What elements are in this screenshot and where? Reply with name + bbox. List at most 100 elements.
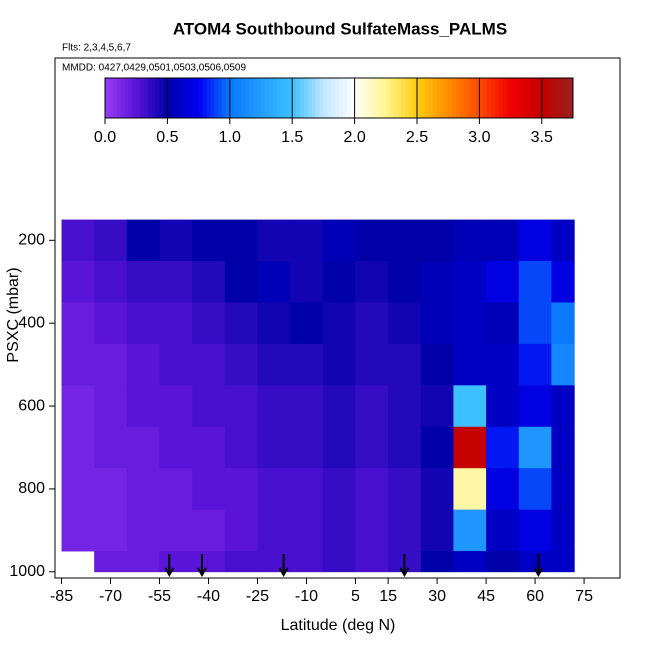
colorbar-swatch [534, 78, 539, 118]
marker-arrow [399, 554, 410, 578]
x-tick-label: 5 [351, 588, 360, 605]
colorbar-swatch [444, 78, 449, 118]
heat-cell [453, 426, 487, 469]
heat-cell [486, 551, 520, 573]
colorbar-swatch [495, 78, 500, 118]
heat-cell [126, 343, 160, 386]
heat-cell [224, 385, 258, 428]
heat-cell [224, 468, 258, 511]
marker-arrow [533, 554, 544, 578]
heat-cell [126, 219, 160, 262]
colorbar-swatch [467, 78, 473, 118]
heat-cell [322, 261, 356, 303]
heat-cell [453, 509, 487, 552]
heat-cell [159, 426, 193, 469]
heat-cell [192, 302, 226, 345]
colorbar-swatch [105, 78, 110, 118]
colorbar-swatch [459, 78, 465, 118]
colorbar-swatch [124, 78, 129, 118]
colorbar-swatch [358, 78, 363, 118]
colorbar-swatch [401, 78, 406, 118]
colorbar-swatch [288, 78, 293, 118]
heat-cell [61, 468, 95, 511]
colorbar-swatch [487, 78, 492, 118]
heat-cell [551, 426, 575, 469]
colorbar-swatch [475, 78, 480, 118]
colorbar-frame [104, 77, 574, 119]
colorbar-swatch [370, 78, 375, 118]
colorbar-swatch [440, 78, 445, 118]
heat-cell [94, 509, 128, 552]
heat-cell [551, 302, 575, 345]
colorbar-swatch [222, 78, 227, 118]
heat-cell [518, 302, 552, 345]
heat-cell [61, 343, 95, 386]
annotation: MMDD: 0427,0429,0501,0503,0506,0509 [62, 63, 246, 74]
heat-cell [322, 509, 356, 552]
colorbar-swatch [518, 78, 523, 118]
colorbar-swatch [530, 78, 535, 118]
colorbar-swatch [272, 78, 278, 118]
heat-cell [126, 385, 160, 428]
colorbar-tick-label: 3.0 [468, 129, 490, 146]
colorbar-swatch [409, 78, 414, 118]
colorbar-swatch [323, 78, 328, 118]
colorbar-swatch [448, 78, 453, 118]
heat-cell [355, 302, 389, 345]
colorbar-swatch [428, 78, 434, 118]
colorbar-swatch [378, 78, 383, 118]
y-axis-label: PSXC (mbar) [5, 267, 22, 362]
x-tick-label: -10 [295, 588, 318, 605]
heat-cell [224, 426, 258, 469]
heat-cell [551, 385, 575, 428]
x-axis-label: Latitude (deg N) [281, 617, 396, 634]
heat-cell [94, 426, 128, 469]
colorbar-swatch [175, 78, 180, 118]
colorbar-swatch [331, 78, 336, 118]
x-tick-label: 60 [526, 588, 544, 605]
heat-cell [192, 509, 226, 552]
colorbar-swatch [463, 78, 469, 118]
colorbar-swatch [327, 78, 332, 118]
colorbar-swatch [452, 78, 457, 118]
heat-cell [224, 551, 258, 573]
heat-cell [551, 343, 575, 386]
heat-cell [290, 385, 324, 428]
heat-cell [355, 426, 389, 469]
plot-frame [54, 57, 621, 579]
heat-cell [420, 551, 454, 573]
colorbar-swatch [319, 78, 324, 118]
heat-cell [420, 261, 454, 303]
heat-cell [290, 468, 324, 511]
colorbar-swatch [424, 78, 430, 118]
colorbar-swatch [339, 78, 344, 118]
heat-cell [518, 509, 552, 552]
heat-cell [388, 261, 422, 303]
y-tick-label: 800 [18, 480, 45, 497]
heat-cell [322, 385, 356, 428]
heat-cell [388, 343, 422, 386]
y-tick-label: 200 [18, 232, 45, 249]
heat-cell [453, 468, 487, 511]
heat-cell [322, 343, 356, 386]
heat-cell [224, 219, 258, 262]
chart-title: ATOM4 Southbound SulfateMass_PALMS [173, 19, 507, 38]
heat-cell [192, 219, 226, 262]
heat-cell [551, 261, 575, 303]
colorbar-swatch [140, 78, 145, 118]
heat-cell [322, 551, 356, 573]
heat-cell [388, 385, 422, 428]
heat-cell [61, 426, 95, 469]
colorbar-swatch [315, 78, 320, 118]
y-tick-label: 600 [18, 397, 45, 414]
x-tick-label: -25 [246, 588, 269, 605]
colorbar-swatch [537, 78, 543, 118]
heat-cell [94, 551, 128, 573]
heat-cell [388, 468, 422, 511]
colorbar-swatch [245, 78, 250, 118]
heat-cell [322, 302, 356, 345]
colorbar-swatch [132, 78, 137, 118]
heat-cell [420, 509, 454, 552]
heat-cell [486, 219, 520, 262]
